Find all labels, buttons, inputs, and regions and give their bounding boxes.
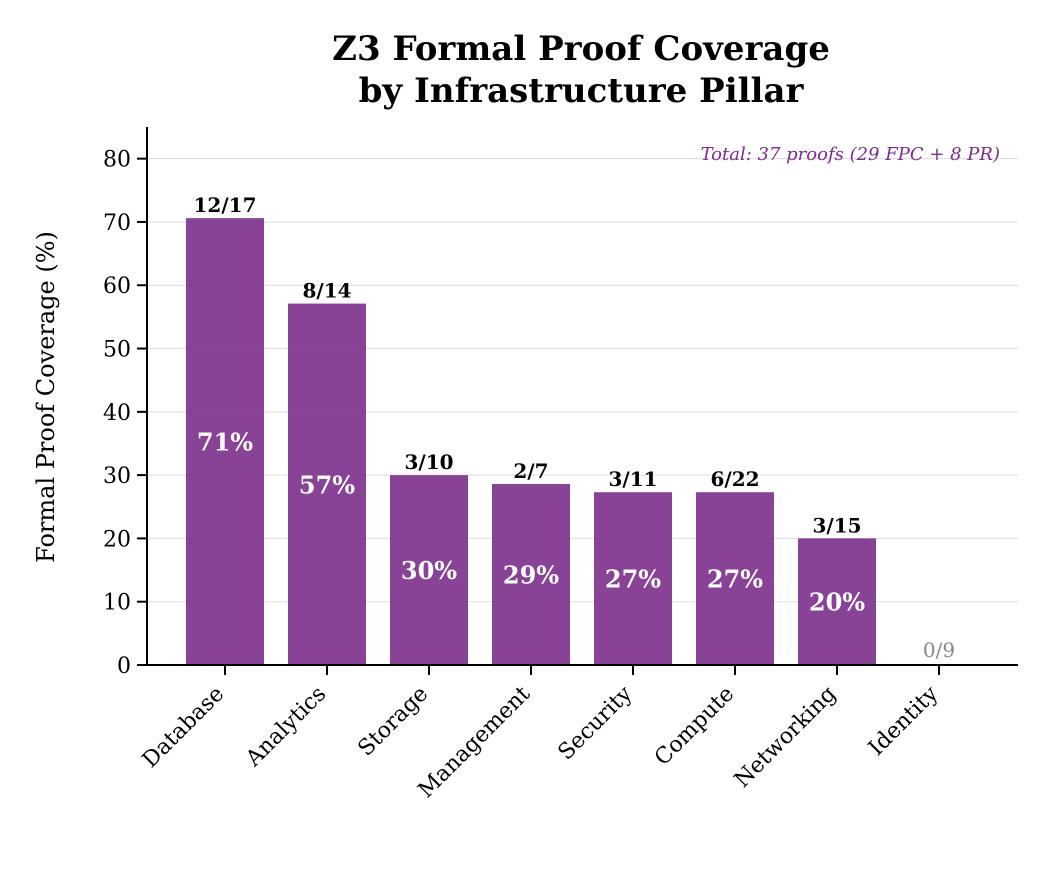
y-tick-label: 0 [117, 654, 131, 679]
percent-label: 30% [401, 556, 457, 585]
y-tick-label: 80 [103, 148, 131, 173]
x-tick-label: Storage [353, 682, 433, 762]
total-annotation: Total: 37 proofs (29 FPC + 8 PR) [701, 144, 1000, 165]
y-tick-label: 60 [103, 274, 131, 299]
y-tick-label: 20 [103, 527, 131, 552]
percent-label: 20% [809, 588, 865, 617]
bar-analytics [288, 303, 366, 665]
count-label: 3/15 [812, 513, 861, 537]
y-axis-label: Formal Proof Coverage (%) [32, 231, 60, 563]
percent-label: 57% [299, 470, 355, 499]
bars [186, 218, 876, 665]
percent-label: 27% [605, 565, 661, 594]
data-labels: 12/17 71% 8/14 57% 3/10 30% 2/7 29% 3/11 27% 6/22 2… [194, 193, 956, 662]
bar-storage [390, 475, 468, 665]
y-tick-label: 50 [103, 338, 131, 363]
count-label: 3/11 [608, 467, 657, 491]
gridlines [147, 158, 1018, 603]
count-label: 6/22 [710, 467, 759, 491]
y-tick-label: 30 [103, 464, 131, 489]
x-tick-label: Networking [730, 682, 841, 793]
x-tick-label: Database [138, 682, 229, 773]
count-label: 8/14 [302, 279, 351, 303]
percent-label: 71% [197, 428, 253, 457]
bar-management [492, 483, 570, 665]
y-tick-label: 70 [103, 211, 131, 236]
chart-title-line2: by Infrastructure Pillar [359, 71, 805, 111]
bar-security [594, 492, 672, 665]
percent-label: 27% [707, 565, 763, 594]
y-tick-label: 10 [103, 591, 131, 616]
count-label: 0/9 [923, 638, 955, 662]
count-label: 12/17 [194, 193, 257, 217]
x-tick-label: Identity [864, 681, 944, 761]
bar-compute [696, 492, 774, 665]
x-tick-label: Security [554, 681, 638, 765]
x-tick-label: Analytics [241, 682, 332, 773]
count-label: 3/10 [404, 450, 453, 474]
bar-database [186, 218, 264, 665]
percent-label: 29% [503, 560, 559, 589]
count-label: 2/7 [513, 459, 548, 483]
bar-networking [798, 538, 876, 665]
y-tick-label: 40 [103, 401, 131, 426]
axes [146, 127, 1018, 666]
chart-title-line1: Z3 Formal Proof Coverage [332, 29, 830, 69]
x-tick-label: Compute [650, 682, 739, 771]
y-ticks: 0 10 20 30 40 50 60 70 80 [103, 148, 147, 679]
